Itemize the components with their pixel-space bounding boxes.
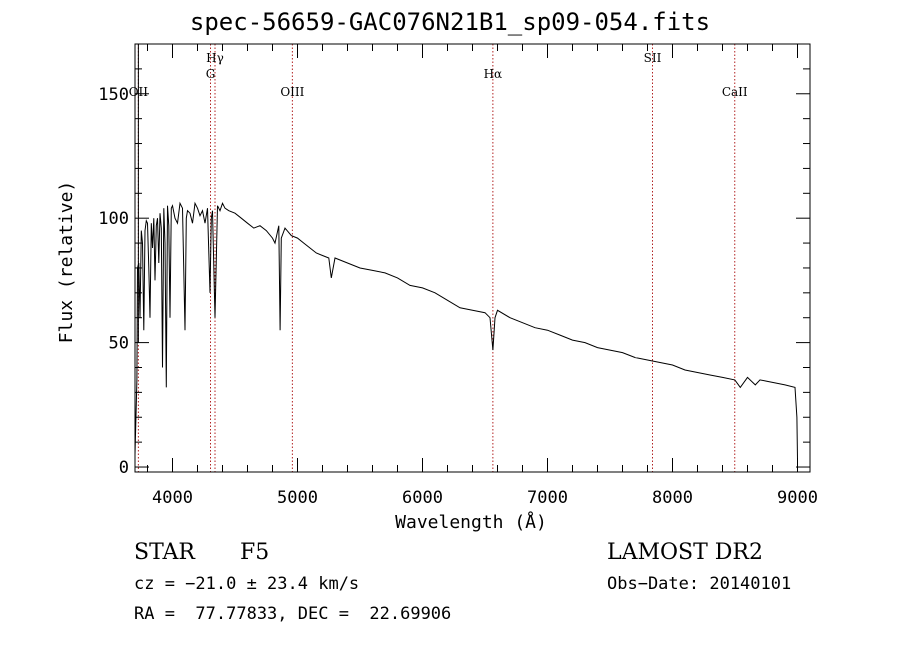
spectral-line-label: SII bbox=[644, 51, 662, 65]
y-tick-label: 50 bbox=[109, 334, 129, 354]
plot-frame bbox=[134, 43, 811, 473]
y-tick-label: 150 bbox=[98, 85, 129, 105]
observation-date: Obs−Date: 20140101 bbox=[607, 574, 792, 594]
redshift-readout: cz = −21.0 ± 23.4 km/s bbox=[134, 574, 360, 594]
axis-tick-labels: 4000 5000 6000 7000 8000 9000 0 50 100 150 bbox=[98, 85, 818, 508]
spectral-line-markers bbox=[137, 44, 736, 472]
chart-title: spec-56659-GAC076N21B1_sp09-054.fits bbox=[189, 8, 711, 36]
spectral-line-label: OIII bbox=[280, 85, 304, 99]
coordinates-readout: RA = 77.77833, DEC = 22.69906 bbox=[134, 604, 452, 624]
y-tick-label: 100 bbox=[98, 209, 129, 229]
x-axis-label: Wavelength (Å) bbox=[395, 511, 547, 533]
x-tick-label: 4000 bbox=[152, 488, 193, 508]
flux-spectrum-line bbox=[134, 201, 798, 460]
x-tick-label: 7000 bbox=[527, 488, 568, 508]
spectral-line-label: CaII bbox=[722, 85, 748, 99]
object-class: STAR bbox=[134, 540, 195, 565]
y-tick-label: 0 bbox=[119, 458, 129, 478]
x-tick-label: 5000 bbox=[277, 488, 318, 508]
survey-name: LAMOST DR2 bbox=[607, 540, 763, 565]
object-subclass: F5 bbox=[240, 540, 270, 565]
x-tick-label: 6000 bbox=[402, 488, 443, 508]
spectral-line-label: G bbox=[206, 67, 216, 81]
axis-ticks bbox=[135, 44, 810, 472]
spectral-line-label: Hγ bbox=[206, 51, 224, 65]
x-tick-label: 8000 bbox=[652, 488, 693, 508]
plot-axes bbox=[134, 43, 811, 473]
x-tick-label: 9000 bbox=[777, 488, 818, 508]
y-axis-label: Flux (relative) bbox=[56, 181, 77, 344]
spectral-line-label: Hα bbox=[484, 67, 503, 81]
